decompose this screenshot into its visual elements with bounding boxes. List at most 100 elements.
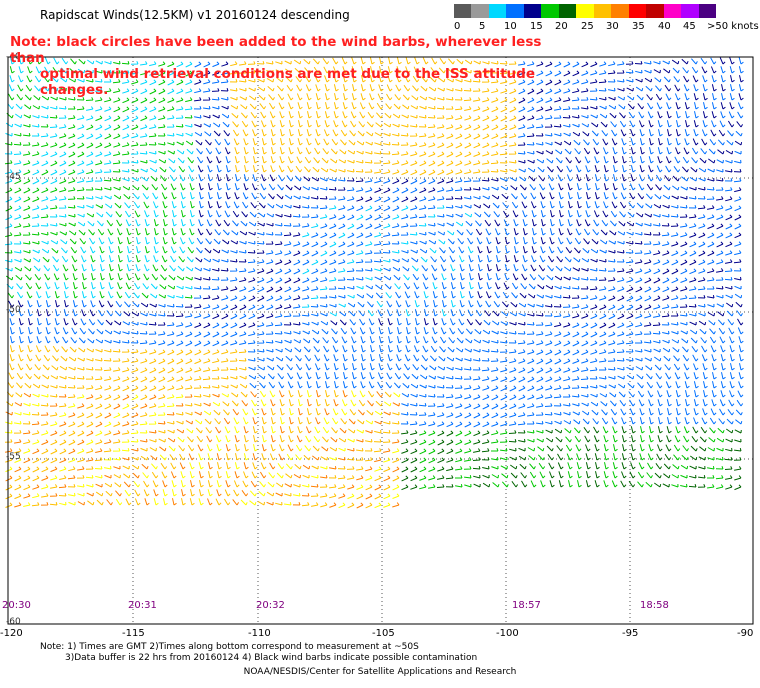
- wind-barb: [473, 448, 481, 453]
- wind-barb: [136, 237, 141, 245]
- wind-barb: [320, 277, 328, 283]
- wind-barb: [716, 177, 724, 182]
- wind-barb: [437, 466, 445, 472]
- wind-barb: [68, 169, 76, 176]
- wind-barb: [221, 96, 229, 101]
- wind-barb: [540, 201, 546, 209]
- wind-barb: [85, 474, 94, 479]
- wind-barb: [410, 205, 418, 211]
- wind-barb: [411, 257, 419, 263]
- wind-barb: [580, 376, 589, 380]
- wind-barb: [242, 129, 249, 137]
- wind-barb: [681, 454, 689, 461]
- wind-barb: [293, 492, 301, 497]
- footnote: Note: 1) Times are GMT 2)Times along bot…: [40, 642, 477, 664]
- wind-barb: [382, 151, 391, 155]
- wind-barb: [412, 75, 420, 83]
- wind-barb: [536, 303, 544, 308]
- wind-barb: [540, 246, 546, 254]
- wind-barb: [536, 331, 544, 336]
- wind-barb: [104, 376, 112, 381]
- wind-barb: [355, 268, 364, 272]
- wind-barb: [720, 390, 726, 398]
- lat-label-45: -45: [6, 172, 21, 182]
- legend-label-45: 45: [683, 21, 696, 32]
- wind-barb: [117, 237, 123, 245]
- wind-barb: [689, 241, 697, 248]
- wind-barb: [649, 426, 654, 434]
- wind-barb: [518, 88, 526, 95]
- wind-barb: [320, 493, 328, 498]
- wind-barb: [32, 249, 40, 254]
- wind-barb: [564, 428, 572, 434]
- wind-barb: [215, 210, 222, 218]
- wind-barb: [437, 160, 445, 167]
- wind-barb: [203, 257, 211, 263]
- footnote-line-1: Note: 1) Times are GMT 2)Times along bot…: [40, 642, 419, 652]
- wind-barb: [292, 502, 301, 506]
- wind-barb: [680, 474, 688, 479]
- wind-barb: [167, 61, 175, 68]
- wind-barb: [177, 265, 185, 272]
- wind-barb: [374, 169, 382, 174]
- wind-barb: [410, 151, 418, 157]
- wind-barb: [86, 357, 94, 362]
- wind-barb: [545, 429, 553, 434]
- wind-barb: [347, 438, 355, 443]
- wind-barb: [78, 58, 86, 65]
- wind-barb: [105, 211, 113, 218]
- wind-barb: [455, 79, 463, 83]
- legend-label-30: 30: [606, 21, 619, 32]
- wind-barb: [698, 177, 706, 182]
- wind-barb: [23, 411, 31, 416]
- wind-barb: [32, 214, 40, 219]
- wind-barb: [221, 249, 229, 254]
- wind-barb: [654, 364, 662, 371]
- wind-barb: [104, 421, 112, 428]
- wind-barb: [637, 103, 645, 110]
- wind-barb: [95, 186, 103, 191]
- wind-barb: [619, 400, 627, 407]
- wind-barb: [630, 453, 636, 461]
- wind-barb: [495, 273, 501, 281]
- lat-label-55: -55: [6, 452, 21, 462]
- wind-barb: [522, 228, 528, 236]
- wind-barb: [225, 444, 231, 452]
- wind-barb: [27, 66, 33, 74]
- wind-barb: [190, 480, 195, 488]
- wind-barb: [340, 327, 348, 335]
- wind-barb: [44, 345, 51, 353]
- wind-barb: [204, 247, 212, 254]
- wind-barb: [86, 394, 94, 400]
- wind-barb: [248, 322, 256, 328]
- wind-barb: [76, 195, 85, 200]
- wind-barb: [456, 58, 464, 65]
- wind-barb: [683, 435, 690, 443]
- wind-barb: [554, 331, 562, 337]
- wind-barb: [541, 228, 546, 236]
- wind-barb: [446, 375, 454, 380]
- wind-barb: [392, 402, 400, 407]
- wind-barb: [639, 444, 645, 452]
- wind-barb: [716, 205, 724, 211]
- wind-barb: [334, 93, 339, 101]
- wind-barb: [261, 453, 267, 461]
- wind-barb: [167, 358, 175, 365]
- wind-barb: [395, 291, 402, 299]
- wind-barb: [411, 265, 419, 272]
- wind-barb: [672, 464, 680, 470]
- wind-barb: [711, 120, 717, 128]
- wind-barb: [189, 462, 195, 470]
- wind-barb: [502, 202, 509, 209]
- wind-barb: [53, 336, 60, 344]
- wind-barb: [301, 214, 310, 218]
- wind-barb: [378, 318, 384, 326]
- wind-barb: [185, 70, 193, 77]
- wind-barb: [295, 444, 303, 452]
- wind-barb: [679, 214, 688, 218]
- wind-barb: [656, 453, 663, 461]
- wind-barb: [454, 187, 463, 192]
- wind-barb: [413, 282, 420, 290]
- wind-barb: [563, 349, 571, 356]
- wind-barb: [76, 187, 85, 192]
